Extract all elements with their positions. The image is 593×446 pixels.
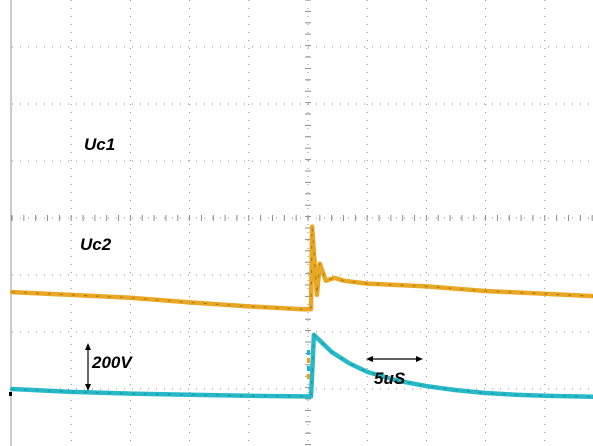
trigger-marker	[307, 366, 310, 371]
series-label-uc1: Uc1	[84, 135, 116, 154]
trigger-marker	[307, 350, 310, 355]
time-scale-arrow-head-left	[366, 356, 373, 362]
time-scale-arrow-head-right	[416, 356, 423, 362]
voltage-scale-label: 200V	[92, 353, 132, 372]
markers	[9, 343, 423, 396]
graticule	[10, 0, 593, 446]
series-label-uc2: Uc2	[80, 235, 112, 254]
trace-core-uc1	[11, 226, 593, 310]
time-scale-label: 5uS	[374, 369, 406, 388]
trigger-marker	[307, 374, 310, 379]
trigger-marker	[307, 358, 310, 363]
voltage-scale-arrow-head-bottom	[85, 384, 91, 391]
edge-marker	[9, 392, 12, 396]
traces	[9, 224, 593, 400]
trace-core-uc2	[11, 333, 593, 398]
voltage-scale-arrow-head-top	[85, 343, 91, 350]
